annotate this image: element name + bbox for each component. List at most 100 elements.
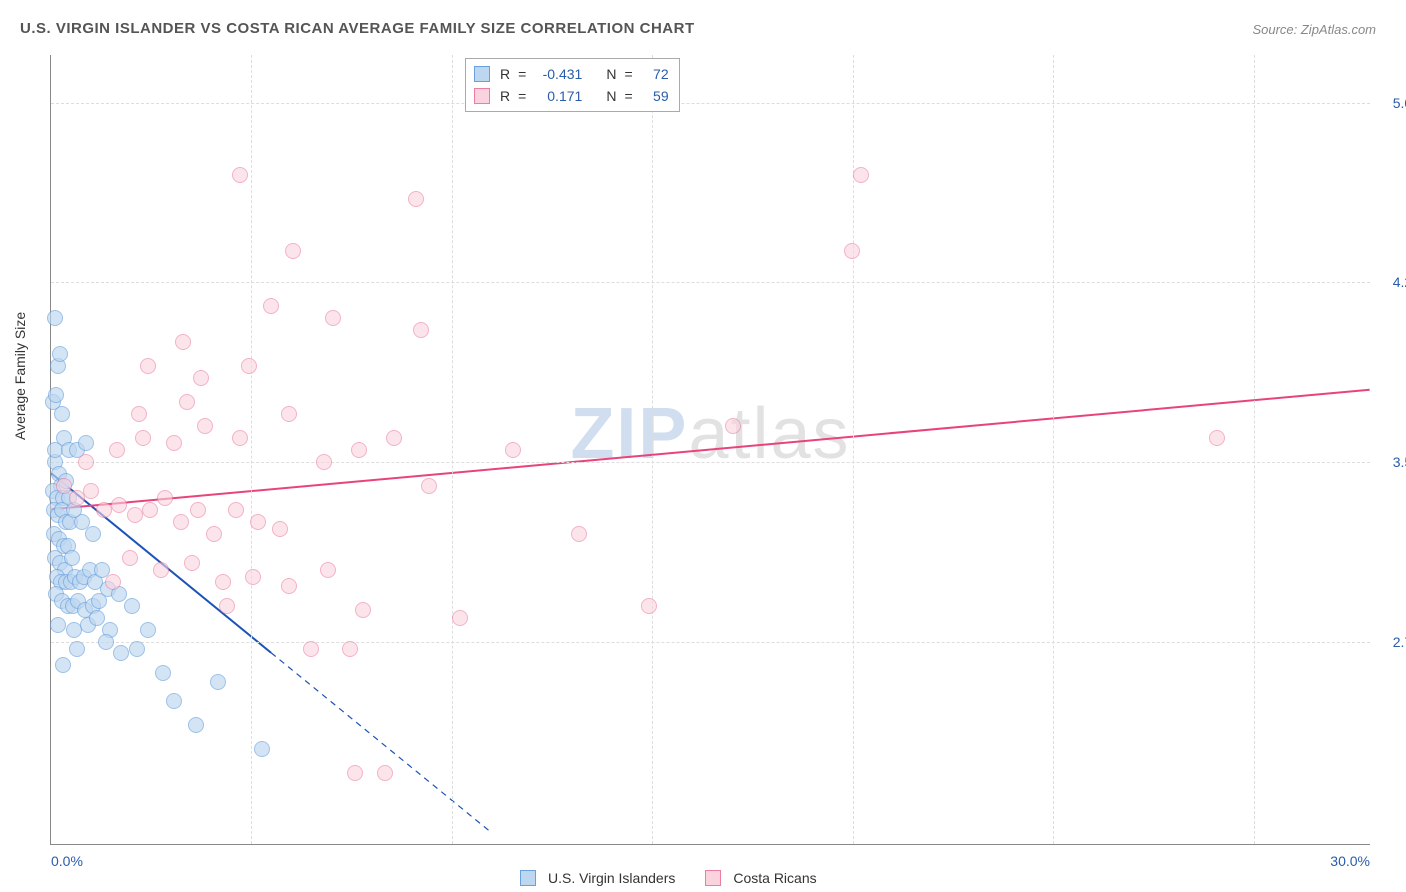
scatter-point bbox=[48, 387, 64, 403]
scatter-point bbox=[241, 358, 257, 374]
scatter-point bbox=[96, 502, 112, 518]
scatter-point bbox=[129, 641, 145, 657]
scatter-point bbox=[210, 674, 226, 690]
scatter-point bbox=[505, 442, 521, 458]
equals-sign: = bbox=[624, 85, 632, 107]
gridline-v bbox=[1053, 55, 1054, 844]
scatter-point bbox=[250, 514, 266, 530]
bottom-legend: U.S. Virgin Islanders Costa Ricans bbox=[520, 870, 817, 886]
scatter-point bbox=[173, 514, 189, 530]
y-tick-label: 5.00 bbox=[1380, 95, 1406, 111]
scatter-point bbox=[325, 310, 341, 326]
scatter-point bbox=[206, 526, 222, 542]
r-value: 0.171 bbox=[534, 85, 582, 107]
legend-swatch bbox=[474, 88, 490, 104]
stats-row: R=0.171N=59 bbox=[474, 85, 669, 107]
scatter-point bbox=[386, 430, 402, 446]
scatter-point bbox=[281, 578, 297, 594]
gridline-h bbox=[51, 282, 1370, 283]
scatter-point bbox=[355, 602, 371, 618]
x-axis-max-label: 30.0% bbox=[1330, 853, 1370, 869]
legend-swatch bbox=[474, 66, 490, 82]
scatter-point bbox=[131, 406, 147, 422]
scatter-point bbox=[272, 521, 288, 537]
gridline-h bbox=[51, 462, 1370, 463]
scatter-point bbox=[52, 346, 68, 362]
gridline-v bbox=[1254, 55, 1255, 844]
scatter-point bbox=[111, 497, 127, 513]
n-value: 72 bbox=[641, 63, 669, 85]
scatter-point bbox=[135, 430, 151, 446]
scatter-point bbox=[140, 358, 156, 374]
n-label: N bbox=[606, 63, 616, 85]
scatter-point bbox=[377, 765, 393, 781]
scatter-point bbox=[725, 418, 741, 434]
scatter-point bbox=[127, 507, 143, 523]
scatter-point bbox=[342, 641, 358, 657]
scatter-point bbox=[166, 435, 182, 451]
scatter-point bbox=[408, 191, 424, 207]
scatter-point bbox=[188, 717, 204, 733]
equals-sign: = bbox=[624, 63, 632, 85]
scatter-point bbox=[64, 550, 80, 566]
scatter-point bbox=[232, 167, 248, 183]
legend-swatch bbox=[520, 870, 536, 886]
scatter-point bbox=[320, 562, 336, 578]
scatter-point bbox=[105, 574, 121, 590]
scatter-point bbox=[245, 569, 261, 585]
scatter-point bbox=[263, 298, 279, 314]
scatter-point bbox=[844, 243, 860, 259]
x-axis-min-label: 0.0% bbox=[51, 853, 83, 869]
gridline-v bbox=[652, 55, 653, 844]
y-tick-label: 2.75 bbox=[1380, 634, 1406, 650]
scatter-point bbox=[47, 442, 63, 458]
scatter-point bbox=[347, 765, 363, 781]
scatter-point bbox=[89, 610, 105, 626]
legend-item: U.S. Virgin Islanders bbox=[520, 870, 675, 886]
scatter-point bbox=[122, 550, 138, 566]
legend-swatch bbox=[705, 870, 721, 886]
scatter-point bbox=[98, 634, 114, 650]
trend-line bbox=[51, 390, 1369, 510]
scatter-point bbox=[47, 310, 63, 326]
scatter-point bbox=[142, 502, 158, 518]
r-label: R bbox=[500, 85, 510, 107]
y-axis-label: Average Family Size bbox=[12, 312, 28, 440]
scatter-point bbox=[413, 322, 429, 338]
gridline-h bbox=[51, 103, 1370, 104]
scatter-point bbox=[83, 483, 99, 499]
scatter-point bbox=[197, 418, 213, 434]
scatter-point bbox=[228, 502, 244, 518]
legend-label: Costa Ricans bbox=[733, 870, 816, 886]
gridline-v bbox=[452, 55, 453, 844]
scatter-point bbox=[166, 693, 182, 709]
scatter-point bbox=[1209, 430, 1225, 446]
plot-area: ZIPatlas 0.0% 30.0% 2.753.504.255.00 bbox=[50, 55, 1370, 845]
scatter-point bbox=[190, 502, 206, 518]
scatter-point bbox=[281, 406, 297, 422]
scatter-point bbox=[254, 741, 270, 757]
scatter-point bbox=[85, 526, 101, 542]
scatter-point bbox=[140, 622, 156, 638]
r-value: -0.431 bbox=[534, 63, 582, 85]
scatter-point bbox=[113, 645, 129, 661]
y-tick-label: 3.50 bbox=[1380, 454, 1406, 470]
chart-title: U.S. VIRGIN ISLANDER VS COSTA RICAN AVER… bbox=[20, 20, 695, 37]
scatter-point bbox=[157, 490, 173, 506]
scatter-point bbox=[316, 454, 332, 470]
scatter-point bbox=[285, 243, 301, 259]
n-label: N bbox=[606, 85, 616, 107]
scatter-point bbox=[78, 435, 94, 451]
scatter-point bbox=[303, 641, 319, 657]
scatter-point bbox=[175, 334, 191, 350]
scatter-point bbox=[69, 641, 85, 657]
stats-row: R=-0.431N=72 bbox=[474, 63, 669, 85]
scatter-point bbox=[124, 598, 140, 614]
gridline-h bbox=[51, 642, 1370, 643]
scatter-point bbox=[351, 442, 367, 458]
trendlines-layer bbox=[51, 55, 1370, 844]
scatter-point bbox=[421, 478, 437, 494]
equals-sign: = bbox=[518, 63, 526, 85]
scatter-point bbox=[219, 598, 235, 614]
stats-legend-box: R=-0.431N=72R=0.171N=59 bbox=[465, 58, 680, 112]
